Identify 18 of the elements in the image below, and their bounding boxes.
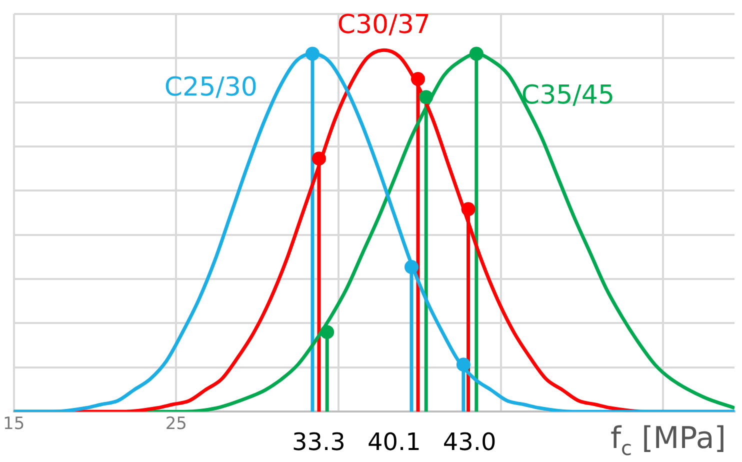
point (469, 46, 484, 61)
point (320, 325, 334, 340)
series-label: C30/37 (337, 10, 430, 40)
series-label: C25/30 (164, 72, 258, 103)
point (410, 72, 425, 86)
x-axis-title: f$_{c}$ [MPa] (606, 421, 730, 460)
x-tick-label: 15 (2, 414, 25, 434)
point (461, 202, 476, 216)
point (456, 358, 470, 372)
text: 43.0 (442, 428, 496, 456)
point (312, 152, 326, 166)
x-tick-label: 25 (165, 414, 187, 434)
text: 40.1 (367, 428, 421, 456)
text: 33.3 (292, 428, 346, 456)
point (419, 90, 434, 104)
series-label: C35/45 (521, 80, 615, 111)
point (404, 260, 418, 274)
point (305, 46, 320, 61)
